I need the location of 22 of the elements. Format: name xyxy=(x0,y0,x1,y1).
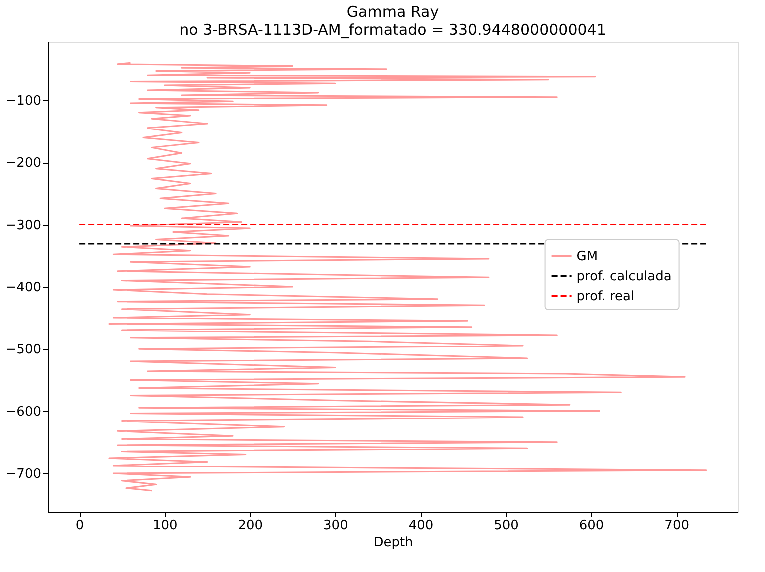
chart-title: Gamma Ray xyxy=(346,3,440,21)
y-tick-label: −100 xyxy=(6,94,42,109)
x-tick-label: 0 xyxy=(76,518,84,534)
x-tick-label: 700 xyxy=(664,518,690,534)
line-series xyxy=(108,62,708,492)
y-tick-label: −200 xyxy=(6,156,42,172)
x-axis-title: Depth xyxy=(374,536,414,550)
y-tick-label: −500 xyxy=(6,342,42,358)
chart-subtitle: no 3-BRSA-1113D-AM_formatado = 330.9448000000041 xyxy=(180,21,606,39)
legend-label: prof. real xyxy=(576,289,635,304)
x-tick-label: 200 xyxy=(238,518,264,534)
x-tick-label: 400 xyxy=(408,518,434,534)
y-tick-label: −400 xyxy=(6,280,42,296)
x-tick-label: 300 xyxy=(324,518,348,534)
legend-label: GM xyxy=(576,249,598,264)
x-tick-label: 600 xyxy=(579,518,604,534)
y-tick-label: −300 xyxy=(6,218,42,234)
legend-label: prof. calculada xyxy=(576,269,672,284)
y-tick-label: −600 xyxy=(6,404,42,420)
x-tick-label: 500 xyxy=(494,518,519,534)
x-tick-label: 100 xyxy=(152,518,178,534)
y-tick-label: −700 xyxy=(6,466,42,482)
